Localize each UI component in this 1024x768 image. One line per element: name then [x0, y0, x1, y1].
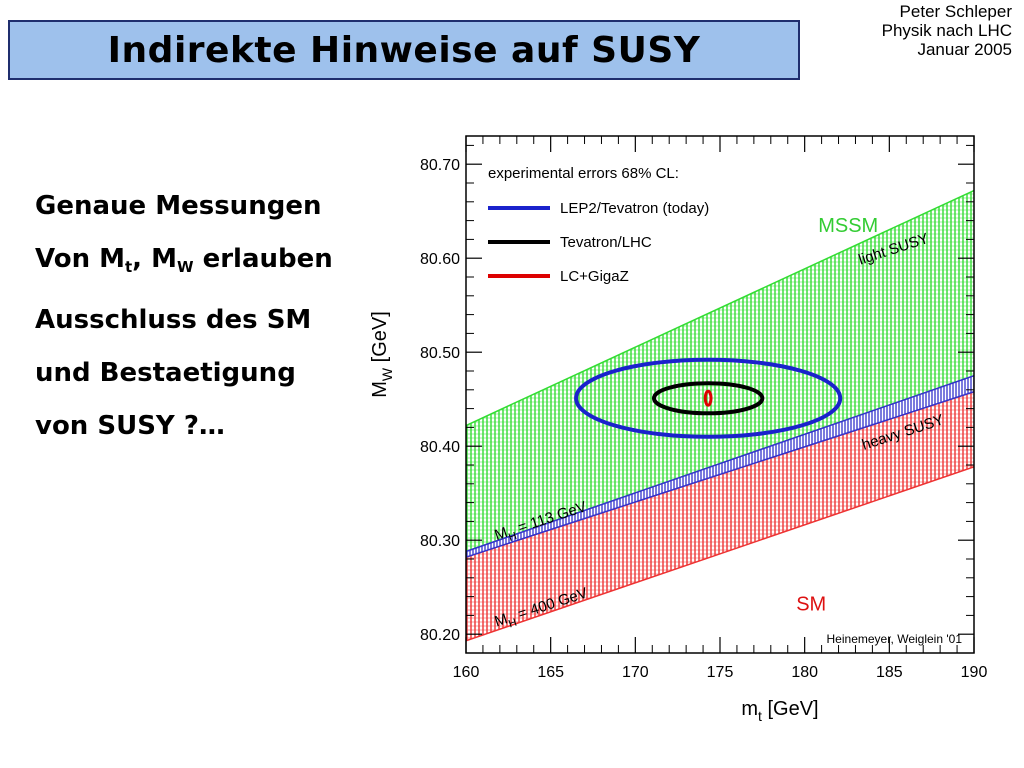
bullet-line-2-mid: , M — [132, 244, 177, 274]
author-name: Peter Schleper — [899, 2, 1012, 21]
bullet-line-2-sub-t: t — [125, 258, 133, 276]
bullet-line-4: und Bestaetigung — [35, 358, 296, 388]
y-tick-label: 80.70 — [420, 157, 460, 174]
author-block: Peter Schleper Physik nach LHC Januar 20… — [882, 2, 1012, 59]
band-sm-lower-edge — [466, 466, 974, 642]
bullet-line-2-pre: Von M — [35, 244, 125, 274]
y-tick-label: 80.40 — [420, 439, 460, 456]
bullet-line-2-post: erlauben — [193, 244, 333, 274]
legend-label-2: Tevatron/LHC — [560, 234, 652, 251]
band-annotation-2: SM — [796, 594, 826, 616]
x-tick-label: 165 — [537, 664, 564, 681]
x-tick-label: 180 — [791, 664, 818, 681]
chart-credit: Heinemeyer, Weiglein '01 — [827, 632, 963, 646]
band-overlap-upper-edge — [466, 374, 974, 553]
legend-label-3: LC+GigaZ — [560, 268, 629, 285]
mw-vs-mt-chart: 160 165 170 175 180 185 190 80.20 80.30 80.40 80.5… — [370, 135, 988, 724]
bullet-line-5: von SUSY ?… — [35, 411, 225, 441]
band-sm — [466, 391, 974, 641]
bullet-line-1: Genaue Messungen — [35, 191, 322, 221]
bullet-line-3: Ausschluss des SM — [35, 305, 312, 335]
y-tick-label: 80.60 — [420, 251, 460, 268]
x-tick-label: 170 — [622, 664, 649, 681]
bullet-line-2: Von Mt, MW erlauben — [35, 233, 375, 294]
author-date: Januar 2005 — [917, 40, 1012, 59]
y-tick-label: 80.30 — [420, 533, 460, 550]
x-tick-label: 160 — [453, 664, 480, 681]
band-mssm — [466, 190, 974, 552]
legend-label-1: LEP2/Tevatron (today) — [560, 200, 709, 217]
slide-title-box: Indirekte Hinweise auf SUSY — [8, 20, 800, 80]
x-tick-label: 190 — [961, 664, 988, 681]
y-tick-label: 80.20 — [420, 627, 460, 644]
x-tick-label: 175 — [707, 664, 734, 681]
y-axis-label: MW [GeV] — [370, 311, 395, 398]
error-ellipse-2 — [651, 381, 765, 416]
error-ellipse-1 — [574, 357, 843, 439]
bullet-text: Genaue Messungen Von Mt, MW erlauben Aus… — [35, 180, 375, 453]
bullet-line-2-sub-w: W — [176, 258, 194, 276]
band-mssm-upper-edge — [466, 189, 974, 427]
x-axis-label: mt [GeV] — [741, 698, 818, 724]
error-ellipse-3 — [703, 389, 713, 407]
y-tick-label: 80.50 — [420, 345, 460, 362]
band-overlap — [466, 375, 974, 558]
band-overlap-lower-edge — [466, 390, 974, 558]
band-annotation-1: MSSM — [818, 215, 878, 237]
x-tick-label: 185 — [876, 664, 903, 681]
slide-title: Indirekte Hinweise auf SUSY — [107, 29, 701, 71]
legend-title: experimental errors 68% CL: — [488, 165, 679, 182]
author-event: Physik nach LHC — [881, 21, 1012, 40]
